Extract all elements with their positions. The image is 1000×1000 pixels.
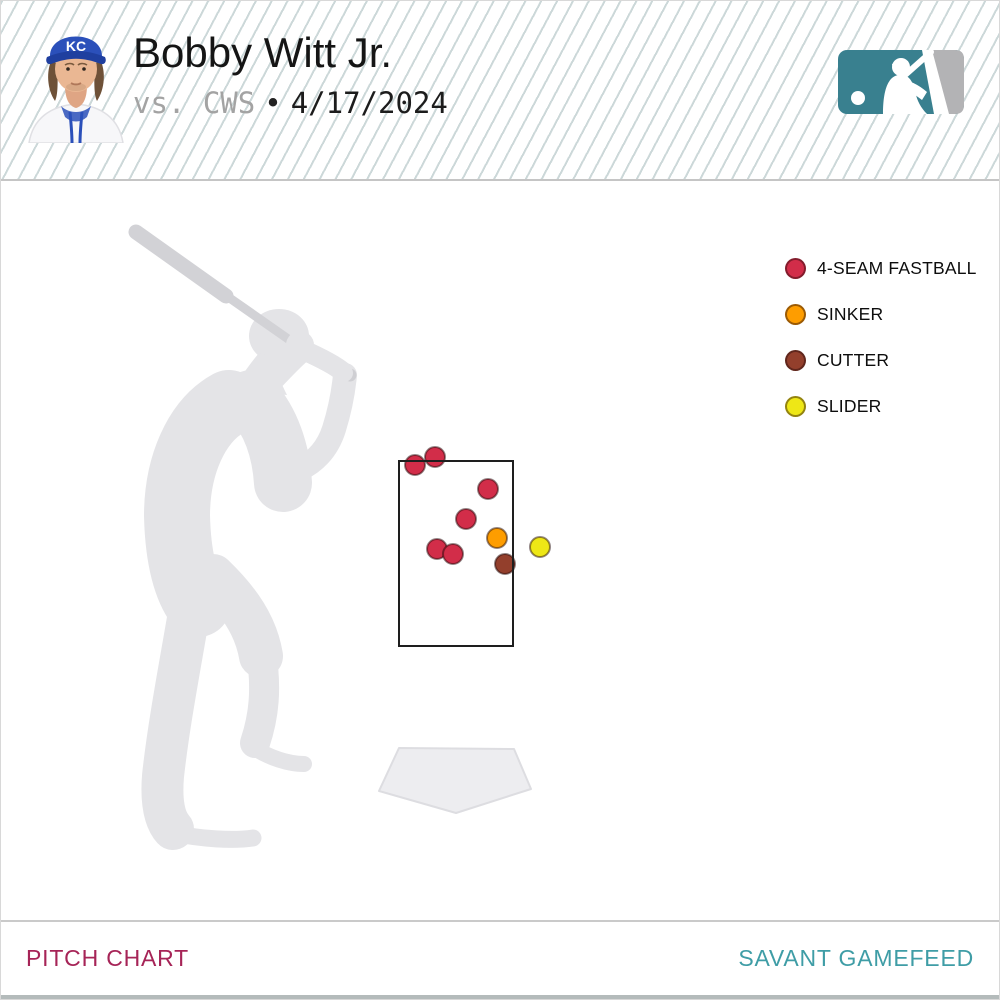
baseball-dot <box>851 91 865 105</box>
pitch-dot-4-seam-fastball[interactable] <box>424 446 446 468</box>
pitch-dot-slider[interactable] <box>529 536 551 558</box>
pitch-dot-4-seam-fastball[interactable] <box>455 508 477 530</box>
separator-dot: • <box>264 86 282 120</box>
baseball-bat <box>128 224 357 382</box>
legend-dot-slider <box>785 396 806 417</box>
legend-item-cutter: CUTTER <box>785 350 977 371</box>
pitch-dot-4-seam-fastball[interactable] <box>404 454 426 476</box>
player-headshot: KC <box>28 36 124 143</box>
legend-label: SINKER <box>817 304 884 324</box>
savant-gamefeed-link[interactable]: SAVANT GAMEFEED <box>738 945 974 971</box>
mlb-logo <box>838 50 964 114</box>
legend-item-sinker: SINKER <box>785 304 977 325</box>
legend-item-4-seam-fastball: 4-SEAM FASTBALL <box>785 258 977 279</box>
matchup-line: vs. CWS • 4/17/2024 <box>133 86 448 120</box>
game-date: 4/17/2024 <box>290 86 448 120</box>
pitch-dot-cutter[interactable] <box>494 553 516 575</box>
header: KC Bobby Witt Jr. vs. CWS • 4/17/2024 <box>1 1 999 181</box>
pitch-legend: 4-SEAM FASTBALL SINKER CUTTER SLIDER <box>785 258 977 442</box>
bottom-accent-strip <box>1 995 999 999</box>
legend-dot-sinker <box>785 304 806 325</box>
legend-item-slider: SLIDER <box>785 396 977 417</box>
legend-label: CUTTER <box>817 350 890 370</box>
legend-label: SLIDER <box>817 396 882 416</box>
title-block: Bobby Witt Jr. vs. CWS • 4/17/2024 <box>133 29 448 120</box>
legend-label: 4-SEAM FASTBALL <box>817 258 977 278</box>
legend-dot-4-seam-fastball <box>785 258 806 279</box>
pitch-dot-4-seam-fastball[interactable] <box>477 478 499 500</box>
pitch-dot-4-seam-fastball[interactable] <box>442 543 464 565</box>
cap-logo-text: KC <box>66 38 86 54</box>
home-plate <box>378 747 532 814</box>
pitch-dots-group <box>404 446 551 575</box>
pitch-dot-sinker[interactable] <box>486 527 508 549</box>
legend-dot-cutter <box>785 350 806 371</box>
footer: PITCH CHART SAVANT GAMEFEED <box>1 920 999 995</box>
player-name: Bobby Witt Jr. <box>133 29 393 76</box>
pitch-chart-link[interactable]: PITCH CHART <box>26 945 189 971</box>
matchup-opponent: vs. CWS <box>133 86 256 120</box>
batter-silhouette <box>141 309 357 850</box>
